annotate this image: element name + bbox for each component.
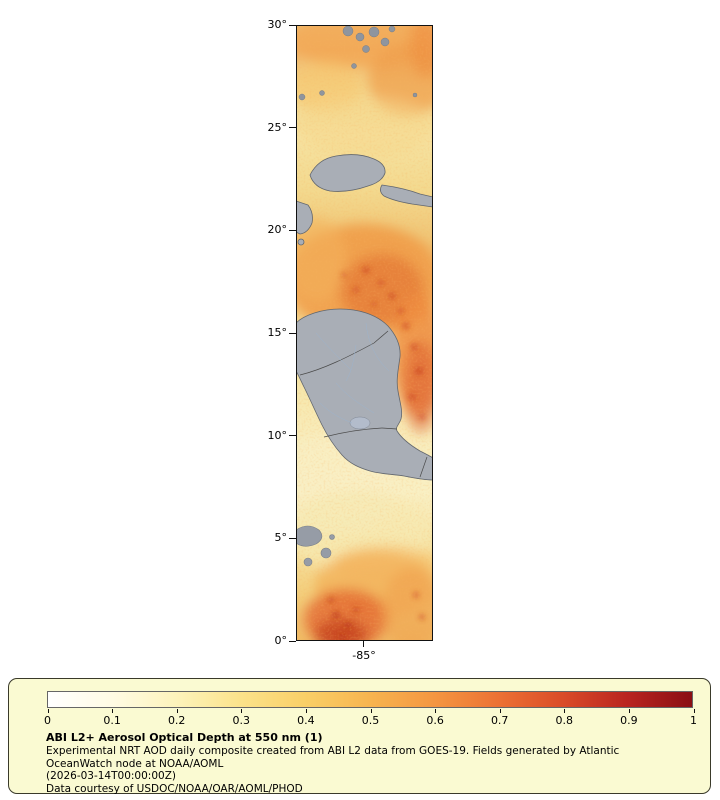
legend-description-line: Experimental NRT AOD daily composite cre… xyxy=(46,745,620,757)
colorbar-tick-label: 0.9 xyxy=(620,714,638,727)
legend-timestamp: (2026-03-14T00:00:00Z) xyxy=(46,770,176,783)
map-frame xyxy=(296,25,433,641)
colorbar-tick xyxy=(435,709,437,713)
rivers xyxy=(315,322,390,424)
y-axis-tick-label: 25° xyxy=(267,120,288,134)
y-axis-tick xyxy=(289,537,296,539)
country-borders xyxy=(299,330,428,478)
y-axis-tick xyxy=(289,640,296,642)
colorbar-tick xyxy=(241,709,243,713)
legend-panel: 0 0.1 0.2 0.3 0.4 0.5 0.6 0.7 0.8 0.9 1 … xyxy=(8,678,711,795)
y-axis-tick-label: 20° xyxy=(267,223,288,237)
aod-map-image xyxy=(296,25,433,641)
colorbar-tick-label: 0.4 xyxy=(297,714,315,727)
colorbar-tick-label: 0.1 xyxy=(103,714,121,727)
landmass-cuba-east xyxy=(380,184,433,208)
colorbar-tick xyxy=(112,709,114,713)
colorbar-tick xyxy=(176,709,178,713)
lake-nicaragua xyxy=(349,416,371,430)
y-axis-tick-label: 30° xyxy=(267,18,288,31)
y-axis-tick-label: 5° xyxy=(274,531,288,545)
legend-credit: Data courtesy of USDOC/NOAA/OAR/AOML/PHO… xyxy=(46,782,303,795)
y-axis-tick xyxy=(289,332,296,334)
legend-description-line: OceanWatch node at NOAA/AOML xyxy=(46,757,224,770)
colorbar-tick-label: 0.6 xyxy=(426,714,444,727)
landmass-cuba xyxy=(309,154,386,192)
colorbar-tick xyxy=(499,709,501,713)
landmass-central-america xyxy=(296,308,433,481)
colorbar-tick xyxy=(47,709,49,713)
legend-caption: ABI L2+ Aerosol Optical Depth at 550 nm … xyxy=(46,731,696,795)
y-axis-tick-label: 10° xyxy=(267,428,288,442)
y-axis-tick xyxy=(289,127,296,129)
legend-title: ABI L2+ Aerosol Optical Depth at 550 nm … xyxy=(46,731,323,744)
colorbar-tick xyxy=(693,709,695,713)
colorbar-tick-label: 0.3 xyxy=(232,714,251,727)
colorbar xyxy=(47,691,693,708)
colorbar-tick xyxy=(305,709,307,713)
colorbar-tick-label: 0.8 xyxy=(555,714,574,727)
y-axis-tick-label: 15° xyxy=(267,326,288,339)
y-axis-tick xyxy=(289,229,296,231)
y-axis-tick-label: 0° xyxy=(274,634,288,647)
x-axis-tick xyxy=(363,641,364,647)
colorbar-tick xyxy=(564,709,566,713)
colorbar-tick-label: 0.2 xyxy=(167,714,186,727)
colorbar-tick-label: 0 xyxy=(44,714,51,727)
landmass-yucatan xyxy=(296,200,313,235)
y-axis-tick xyxy=(289,435,296,437)
x-axis-tick-label: -85° xyxy=(352,649,376,662)
colorbar-tick xyxy=(370,709,372,713)
colorbar-tick-label: 1 xyxy=(690,714,697,727)
cloud-patches-north xyxy=(298,25,418,101)
cloud-patches-south xyxy=(296,525,335,567)
colorbar-tick-label: 0.7 xyxy=(490,714,509,727)
colorbar-tick xyxy=(628,709,630,713)
y-axis-tick xyxy=(289,24,296,26)
landmasses xyxy=(296,25,433,567)
colorbar-tick-label: 0.5 xyxy=(361,714,380,727)
